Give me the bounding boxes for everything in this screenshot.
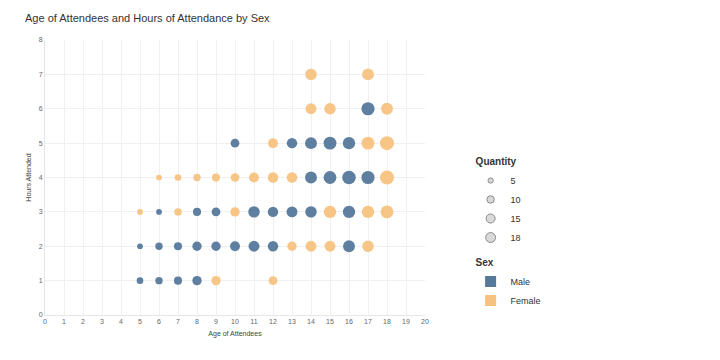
svg-text:3: 3 [39, 208, 43, 215]
svg-text:11: 11 [250, 318, 257, 325]
svg-text:13: 13 [288, 318, 296, 325]
svg-text:5: 5 [39, 140, 43, 147]
svg-text:20: 20 [421, 318, 429, 325]
svg-text:19: 19 [402, 318, 410, 325]
svg-text:3: 3 [100, 318, 104, 325]
svg-text:6: 6 [39, 105, 43, 112]
svg-text:10: 10 [231, 318, 239, 325]
svg-text:4: 4 [119, 318, 123, 325]
svg-text:16: 16 [345, 318, 353, 325]
svg-text:Male: Male [511, 277, 531, 287]
svg-text:17: 17 [364, 318, 372, 325]
svg-text:7: 7 [39, 71, 43, 78]
svg-text:10: 10 [511, 195, 521, 205]
svg-text:15: 15 [326, 318, 334, 325]
svg-text:1: 1 [62, 318, 66, 325]
svg-text:0: 0 [43, 318, 47, 325]
svg-text:8: 8 [195, 318, 199, 325]
svg-text:18: 18 [511, 233, 521, 243]
svg-text:18: 18 [383, 318, 391, 325]
svg-text:5: 5 [511, 176, 516, 186]
svg-text:Quantity: Quantity [476, 156, 517, 167]
svg-text:9: 9 [214, 318, 218, 325]
svg-text:Female: Female [511, 296, 541, 306]
svg-text:Sex: Sex [476, 257, 494, 268]
svg-text:Age of Attendees and Hours of: Age of Attendees and Hours of Attendance… [25, 12, 270, 24]
svg-text:12: 12 [269, 318, 277, 325]
svg-text:8: 8 [39, 36, 43, 43]
svg-text:0: 0 [39, 311, 43, 318]
svg-text:2: 2 [39, 243, 43, 250]
svg-text:14: 14 [307, 318, 315, 325]
svg-text:2: 2 [81, 318, 85, 325]
svg-text:5: 5 [138, 318, 142, 325]
svg-text:Hours Attended: Hours Attended [25, 153, 32, 201]
svg-text:7: 7 [176, 318, 180, 325]
svg-text:4: 4 [39, 174, 43, 181]
svg-text:Age of Attendees: Age of Attendees [208, 330, 262, 338]
svg-text:1: 1 [39, 277, 43, 284]
svg-text:15: 15 [511, 214, 521, 224]
svg-text:6: 6 [157, 318, 161, 325]
